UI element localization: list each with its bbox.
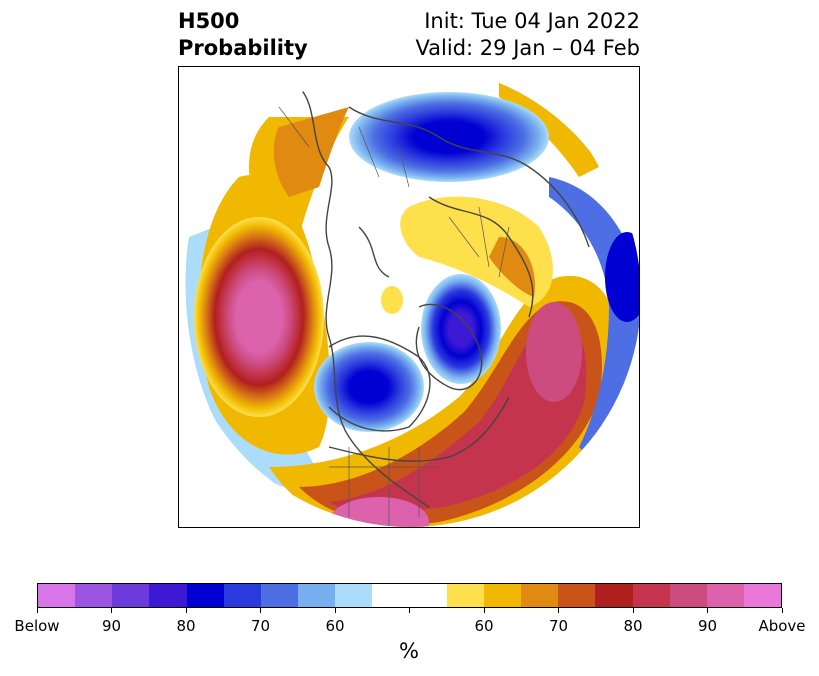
colorbar-unit: % (399, 639, 419, 663)
colorbar-segment (706, 584, 744, 607)
negative-anomaly-canada (314, 342, 424, 432)
negative-anomaly-arctic (349, 92, 549, 182)
colorbar-tick (334, 608, 336, 613)
colorbar-segment (75, 584, 113, 607)
colorbar-segment (483, 584, 522, 607)
colorbar-segment (521, 584, 559, 607)
negative-anomaly-greenland (421, 274, 501, 384)
colorbar-tick-label: 70 (548, 617, 569, 635)
colorbar-tick-label: 60 (325, 617, 345, 635)
colorbar-segment (595, 584, 633, 607)
map-panel (178, 66, 640, 528)
colorbar-tick-label: Below (14, 617, 60, 635)
colorbar-segment (112, 584, 150, 607)
colorbar-tick (36, 608, 38, 613)
title-product: Probability (178, 36, 308, 60)
valid-period: Valid: 29 Jan – 04 Feb (415, 36, 640, 60)
colorbar-tick (260, 608, 261, 613)
colorbar-tick-label: 80 (176, 617, 196, 635)
title-right: Init: Tue 04 Jan 2022 Valid: 29 Jan – 04… (415, 8, 640, 62)
colorbar-tick (483, 608, 485, 613)
shade-above-north-core (273, 107, 349, 197)
shade-above-eurasia-core (489, 237, 535, 297)
colorbar-tick-label: 80 (623, 617, 643, 635)
colorbar-segment (186, 584, 224, 607)
colorbar-segment (298, 584, 336, 607)
colorbar-tick (185, 608, 187, 613)
colorbar-segment (409, 584, 447, 607)
positive-anomaly-atlantic-core (526, 302, 582, 402)
colorbar-tick (632, 608, 634, 613)
probability-map (179, 67, 639, 527)
colorbar-tick (558, 608, 559, 613)
coastlines (298, 86, 590, 508)
colorbar-segment (38, 584, 76, 607)
colorbar-segment (149, 584, 187, 607)
colorbar-tick-label: 60 (474, 617, 494, 635)
colorbar-tick (781, 608, 783, 613)
colorbar-tick (111, 608, 112, 613)
colorbar-segment (223, 584, 261, 607)
colorbar-segment (260, 584, 299, 607)
init-date: Init: Tue 04 Jan 2022 (424, 9, 640, 33)
colorbar-segment (632, 584, 670, 607)
colorbar-tick-label: 90 (101, 617, 122, 635)
colorbar-segment (335, 584, 373, 607)
title-left: H500 Probability (178, 8, 308, 62)
colorbar-tick-label: 90 (697, 617, 718, 635)
positive-anomaly-atlantic (329, 321, 587, 513)
colorbar-segment (669, 584, 707, 607)
colorbar-tick (409, 608, 410, 613)
colorbar-segment (446, 584, 484, 607)
colorbar-segment (372, 584, 410, 607)
colorbar-tick-label: 70 (250, 617, 271, 635)
shade-above-northeast (499, 77, 599, 177)
pole-positive-spot (381, 286, 403, 314)
colorbar-segment (558, 584, 596, 607)
country-borders (278, 106, 510, 527)
colorbar-segment (743, 584, 782, 607)
positive-anomaly-us-core (329, 497, 429, 527)
positive-anomaly-pacific (194, 217, 324, 417)
colorbar (37, 583, 782, 608)
title-variable: H500 (178, 9, 240, 33)
colorbar-tick-label: Above (758, 617, 806, 635)
colorbar-tick (707, 608, 708, 613)
